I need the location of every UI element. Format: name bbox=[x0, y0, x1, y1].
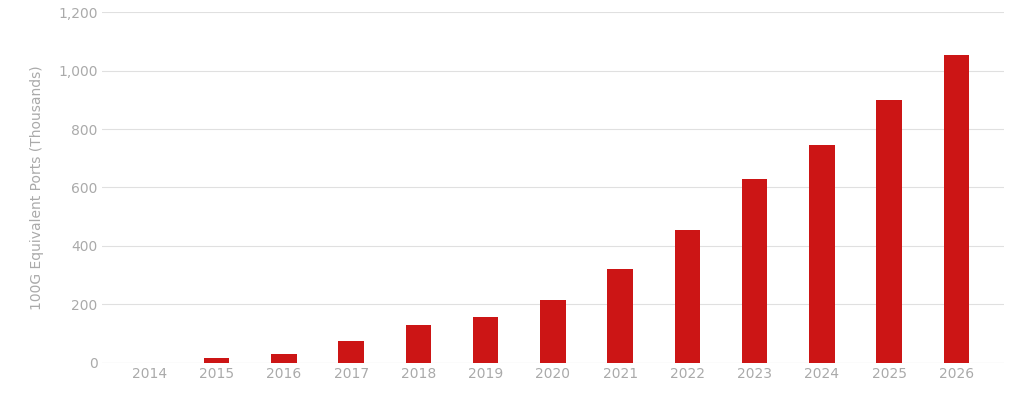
Bar bbox=[271, 354, 297, 363]
Bar bbox=[742, 179, 767, 363]
Bar bbox=[204, 358, 229, 363]
Bar bbox=[944, 55, 970, 363]
Bar bbox=[473, 317, 499, 363]
Bar bbox=[675, 230, 700, 363]
Bar bbox=[406, 325, 431, 363]
Bar bbox=[541, 300, 565, 363]
Bar bbox=[607, 269, 633, 363]
Y-axis label: 100G Equivalent Ports (Thousands): 100G Equivalent Ports (Thousands) bbox=[30, 65, 44, 310]
Bar bbox=[877, 100, 902, 363]
Bar bbox=[339, 341, 364, 363]
Bar bbox=[809, 145, 835, 363]
